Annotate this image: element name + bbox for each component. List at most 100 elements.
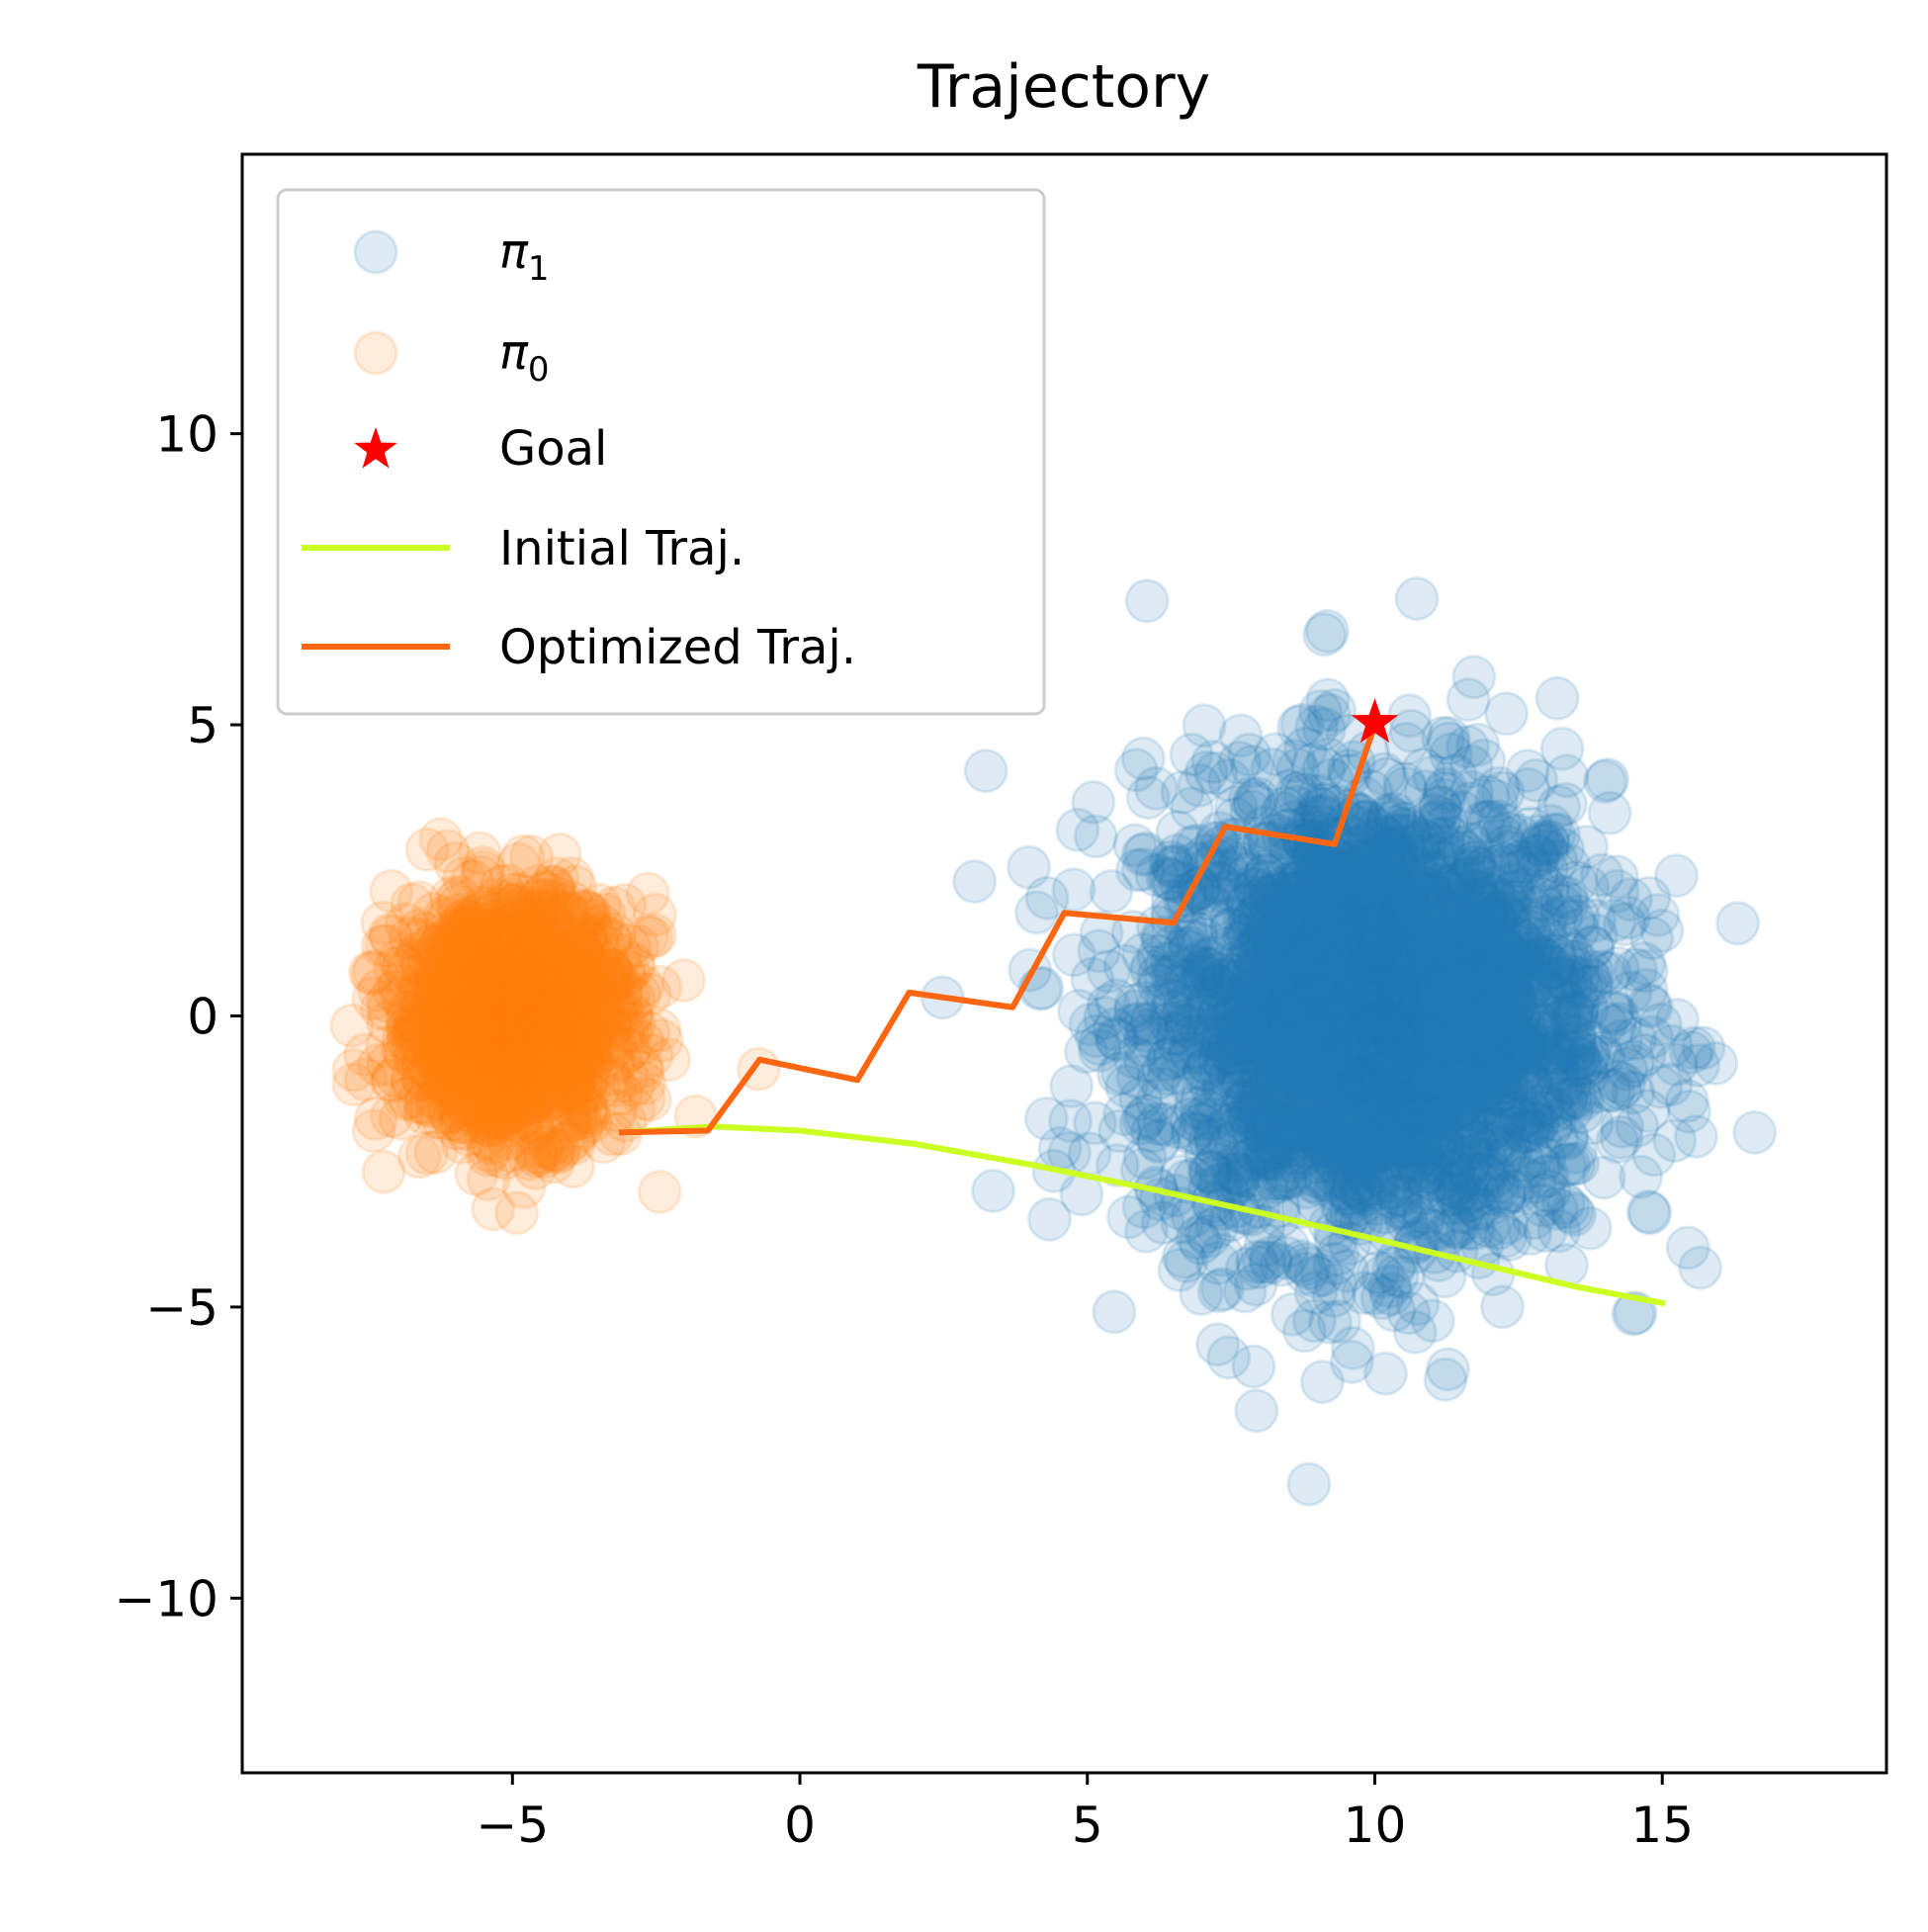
scatter-point [1247,1136,1292,1182]
scatter-point [1335,1069,1380,1114]
scatter-point [1446,972,1492,1017]
scatter-point [1382,1047,1428,1093]
scatter-point [467,1128,512,1174]
scatter-point [1007,844,1052,890]
scatter-point [1266,1023,1311,1069]
scatter-point [1398,871,1444,916]
scatter-point [1340,1049,1385,1095]
legend-marker-pi0 [353,330,398,376]
scatter-point [1262,922,1307,967]
scatter-point [1334,963,1379,1009]
scatter-point [1334,1143,1379,1188]
scatter-point [1322,1120,1367,1166]
legend: π1 π0 Goal Initial Traj. Optimized Traj. [276,188,1046,716]
scatter-point [1086,983,1131,1028]
scatter-point [1190,873,1236,919]
scatter-point [1302,887,1348,932]
scatter-point [1475,1061,1521,1106]
scatter-point [1366,1129,1412,1175]
scatter-point [1434,1133,1478,1179]
scatter-point [1230,744,1275,789]
scatter-point [1361,831,1407,876]
scatter-point [1305,854,1351,899]
scatter-point [1501,938,1546,984]
scatter-point [1266,1021,1311,1067]
scatter-point [1732,1109,1778,1155]
scatter-point [1463,1064,1509,1109]
x-tick-label: 5 [1072,1797,1103,1854]
scatter-point [1073,814,1118,859]
scatter-point [1369,1004,1415,1049]
scatter-point [429,1058,475,1103]
scatter-point [1525,894,1570,939]
scatter-point [1401,1005,1446,1050]
scatter-point [1273,906,1318,951]
scatter-point [1426,918,1471,963]
scatter-point [1502,938,1547,984]
scatter-point [1242,1239,1287,1284]
scatter-point [1470,1034,1515,1080]
scatter-point [1289,875,1334,921]
scatter-point [637,1170,682,1214]
scatter-point [1300,1115,1346,1161]
scatter-point [1363,989,1409,1034]
scatter-point [1381,850,1427,896]
scatter-point [1470,865,1516,911]
scatter-point [1388,1062,1433,1107]
scatter-point [1198,958,1244,1004]
scatter-point [1508,1059,1553,1103]
scatter-point [1507,1021,1551,1067]
scatter-point [1341,974,1386,1019]
scatter-point [1496,1026,1541,1072]
scatter-point [1274,910,1320,955]
scatter-point [1602,902,1647,947]
legend-label-goal: Goal [499,421,607,477]
scatter-point [1368,967,1414,1011]
scatter-point [1587,790,1632,835]
scatter-point [1102,1092,1148,1137]
scatter-point [1332,1038,1377,1084]
scatter-point [1170,1064,1215,1109]
scatter-point [1331,1052,1376,1098]
scatter-point [1279,1007,1325,1052]
scatter-point [1555,894,1601,939]
scatter-point [1406,994,1451,1039]
scatter-point [1401,817,1446,862]
scatter-point [1567,1033,1612,1078]
scatter-point [1097,1108,1143,1154]
scatter-point [1551,1142,1597,1186]
scatter-point [1476,913,1522,958]
scatter-point [1258,1086,1302,1131]
scatter-point [1396,1124,1442,1170]
scatter-point [1445,1057,1490,1102]
scatter-point [1362,944,1408,990]
scatter-point [1440,947,1485,992]
scatter-point [1396,915,1442,960]
scatter-point [1167,1026,1212,1072]
scatter-point [1387,883,1433,928]
scatter-point [1259,1045,1304,1091]
scatter-point [1307,1299,1353,1345]
scatter-point [1299,924,1345,970]
scatter-point [1283,1026,1329,1072]
scatter-point [1466,1013,1512,1059]
scatter-point [1317,913,1361,958]
scatter-point [1278,974,1324,1019]
scatter-point [1337,1082,1381,1127]
scatter-point [1299,901,1345,946]
scatter-point [1277,908,1323,953]
scatter-point [1267,916,1312,960]
scatter-point [1396,903,1442,947]
scatter-point [1358,976,1403,1021]
scatter-point [1271,963,1317,1009]
scatter-point [1629,916,1675,961]
scatter-point [1295,954,1341,1000]
scatter-point [1438,1119,1483,1165]
scatter-point [1397,1040,1443,1086]
scatter-point [1534,1032,1579,1078]
scatter-point [1451,1074,1497,1119]
scatter-point [1335,1127,1379,1173]
scatter-point [1296,935,1342,981]
scatter-point [1285,1016,1331,1062]
scatter-point [1269,983,1314,1028]
